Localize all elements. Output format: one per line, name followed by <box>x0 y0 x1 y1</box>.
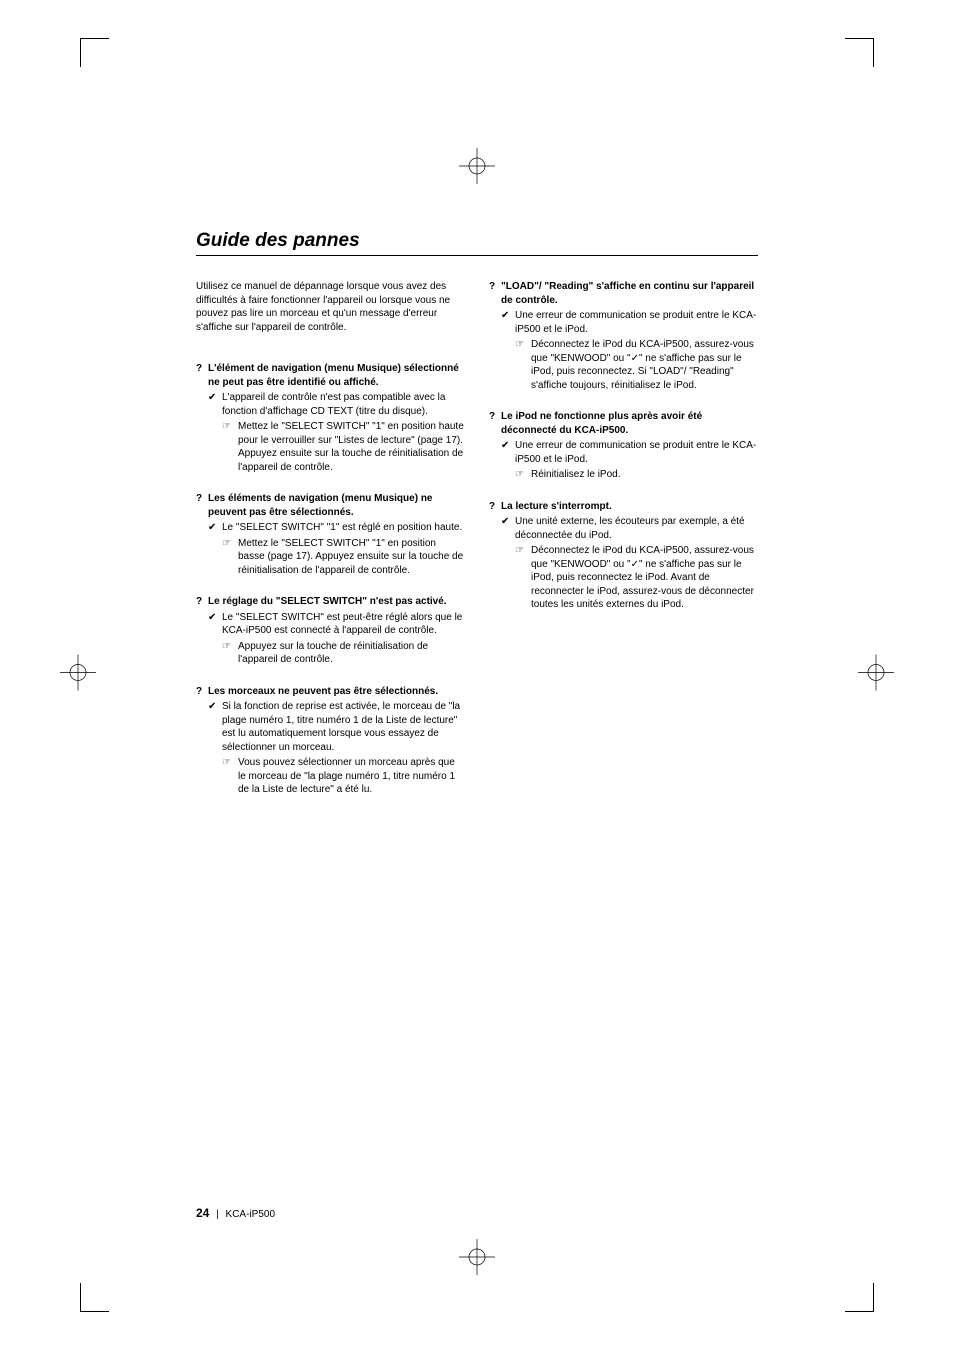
cause-text: Une erreur de communication se produit e… <box>515 439 758 466</box>
check-icon: ✔ <box>208 521 222 535</box>
solution-row: ☞ Réinitialisez le iPod. <box>515 468 758 482</box>
question-text: "LOAD"/ "Reading" s'affiche en continu s… <box>501 280 758 307</box>
crop-mark-tr <box>845 38 874 67</box>
registration-mark-top <box>459 148 495 189</box>
solution-text: Mettez le "SELECT SWITCH" "1" en positio… <box>238 420 465 474</box>
pointer-icon: ☞ <box>222 640 238 667</box>
question-text: L'élément de navigation (menu Musique) s… <box>208 362 465 389</box>
footer-model: KCA-iP500 <box>226 1209 275 1220</box>
check-icon: ✔ <box>208 700 222 754</box>
cause-row: ✔ Une unité externe, les écouteurs par e… <box>501 515 758 542</box>
cause-row: ✔ Une erreur de communication se produit… <box>501 439 758 466</box>
question-mark-icon: ? <box>196 685 208 699</box>
pointer-icon: ☞ <box>222 420 238 474</box>
question-head: ? Le iPod ne fonctionne plus après avoir… <box>489 410 758 437</box>
check-icon: ✔ <box>208 391 222 418</box>
cause-row: ✔ Une erreur de communication se produit… <box>501 309 758 336</box>
question-mark-icon: ? <box>196 595 208 609</box>
question-mark-icon: ? <box>489 410 501 437</box>
solution-text: Réinitialisez le iPod. <box>531 468 758 482</box>
pointer-icon: ☞ <box>515 338 531 392</box>
page-footer: 24 | KCA-iP500 <box>196 1206 275 1220</box>
question-head: ? La lecture s'interrompt. <box>489 500 758 514</box>
solution-row: ☞ Déconnectez le iPod du KCA-iP500, assu… <box>515 338 758 392</box>
crop-mark-tl <box>80 38 109 67</box>
question-text: Le réglage du "SELECT SWITCH" n'est pas … <box>208 595 465 609</box>
crop-mark-bl <box>80 1283 109 1312</box>
solution-text: Déconnectez le iPod du KCA-iP500, assure… <box>531 544 758 612</box>
registration-mark-left <box>60 655 96 696</box>
question-mark-icon: ? <box>489 500 501 514</box>
solution-text: Déconnectez le iPod du KCA-iP500, assure… <box>531 338 758 392</box>
left-column: Utilisez ce manuel de dépannage lorsque … <box>196 280 465 815</box>
question-head: ? L'élément de navigation (menu Musique)… <box>196 362 465 389</box>
question-head: ? "LOAD"/ "Reading" s'affiche en continu… <box>489 280 758 307</box>
qa-block: ? Les éléments de navigation (menu Musiq… <box>196 492 465 577</box>
question-mark-icon: ? <box>196 362 208 389</box>
pointer-icon: ☞ <box>515 468 531 482</box>
solution-row: ☞ Vous pouvez sélectionner un morceau ap… <box>222 756 465 797</box>
cause-text: Le "SELECT SWITCH" "1" est réglé en posi… <box>222 521 465 535</box>
question-head: ? Les éléments de navigation (menu Musiq… <box>196 492 465 519</box>
cause-row: ✔ Le "SELECT SWITCH" "1" est réglé en po… <box>208 521 465 535</box>
cause-text: Une unité externe, les écouteurs par exe… <box>515 515 758 542</box>
right-column: ? "LOAD"/ "Reading" s'affiche en continu… <box>489 280 758 815</box>
registration-mark-right <box>858 655 894 696</box>
question-text: Les morceaux ne peuvent pas être sélecti… <box>208 685 465 699</box>
page-title: Guide des pannes <box>196 230 758 252</box>
qa-block: ? "LOAD"/ "Reading" s'affiche en continu… <box>489 280 758 392</box>
solution-row: ☞ Mettez le "SELECT SWITCH" "1" en posit… <box>222 420 465 474</box>
solution-text: Vous pouvez sélectionner un morceau aprè… <box>238 756 465 797</box>
pointer-icon: ☞ <box>222 537 238 578</box>
question-head: ? Le réglage du "SELECT SWITCH" n'est pa… <box>196 595 465 609</box>
check-icon: ✔ <box>501 309 515 336</box>
question-text: La lecture s'interrompt. <box>501 500 758 514</box>
question-text: Le iPod ne fonctionne plus après avoir é… <box>501 410 758 437</box>
intro-text: Utilisez ce manuel de dépannage lorsque … <box>196 280 465 334</box>
cause-row: ✔ Si la fonction de reprise est activée,… <box>208 700 465 754</box>
registration-mark-bottom <box>459 1239 495 1280</box>
qa-block: ? La lecture s'interrompt. ✔ Une unité e… <box>489 500 758 612</box>
cause-row: ✔ L'appareil de contrôle n'est pas compa… <box>208 391 465 418</box>
qa-block: ? Le iPod ne fonctionne plus après avoir… <box>489 410 758 482</box>
cause-text: Une erreur de communication se produit e… <box>515 309 758 336</box>
solution-text: Mettez le "SELECT SWITCH" "1" en positio… <box>238 537 465 578</box>
cause-text: Le "SELECT SWITCH" est peut-être réglé a… <box>222 611 465 638</box>
question-text: Les éléments de navigation (menu Musique… <box>208 492 465 519</box>
solution-text: Appuyez sur la touche de réinitialisatio… <box>238 640 465 667</box>
qa-block: ? Les morceaux ne peuvent pas être sélec… <box>196 685 465 797</box>
cause-text: Si la fonction de reprise est activée, l… <box>222 700 465 754</box>
solution-row: ☞ Appuyez sur la touche de réinitialisat… <box>222 640 465 667</box>
question-head: ? Les morceaux ne peuvent pas être sélec… <box>196 685 465 699</box>
pointer-icon: ☞ <box>222 756 238 797</box>
pointer-icon: ☞ <box>515 544 531 612</box>
check-icon: ✔ <box>208 611 222 638</box>
check-icon: ✔ <box>501 439 515 466</box>
columns: Utilisez ce manuel de dépannage lorsque … <box>196 280 758 815</box>
solution-row: ☞ Déconnectez le iPod du KCA-iP500, assu… <box>515 544 758 612</box>
page-number: 24 <box>196 1206 209 1220</box>
qa-block: ? Le réglage du "SELECT SWITCH" n'est pa… <box>196 595 465 667</box>
crop-mark-br <box>845 1283 874 1312</box>
cause-text: L'appareil de contrôle n'est pas compati… <box>222 391 465 418</box>
footer-separator: | <box>212 1209 223 1220</box>
title-rule <box>196 255 758 256</box>
check-icon: ✔ <box>501 515 515 542</box>
cause-row: ✔ Le "SELECT SWITCH" est peut-être réglé… <box>208 611 465 638</box>
solution-row: ☞ Mettez le "SELECT SWITCH" "1" en posit… <box>222 537 465 578</box>
question-mark-icon: ? <box>196 492 208 519</box>
content-area: Guide des pannes Utilisez ce manuel de d… <box>196 230 758 815</box>
page: Guide des pannes Utilisez ce manuel de d… <box>0 0 954 1350</box>
question-mark-icon: ? <box>489 280 501 307</box>
qa-block: ? L'élément de navigation (menu Musique)… <box>196 362 465 474</box>
